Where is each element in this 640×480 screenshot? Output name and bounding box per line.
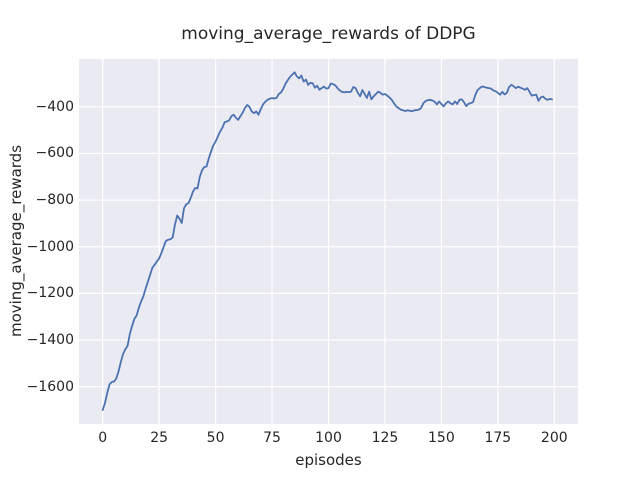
x-tick-label: 100 (315, 430, 342, 446)
x-tick-label: 175 (484, 430, 512, 446)
y-tick-label: −1400 (26, 332, 74, 349)
y-tick-label: −1200 (26, 285, 74, 302)
x-tick-label: 200 (540, 430, 568, 446)
reward-line (101, 71, 553, 411)
x-tick-label: 0 (98, 430, 108, 446)
y-tick-label: −400 (35, 98, 74, 115)
y-tick-label: −1600 (26, 378, 74, 395)
chart-title: moving_average_rewards of DDPG (181, 24, 476, 44)
x-axis-label: episodes (295, 451, 362, 469)
x-tick-label: 25 (150, 430, 169, 446)
y-tick-label: −800 (35, 192, 74, 209)
y-tick-label: −1000 (26, 238, 74, 255)
x-tick-label: 125 (371, 430, 399, 446)
y-tick-label: −600 (35, 145, 74, 162)
x-tick-label: 150 (428, 430, 455, 446)
x-tick-label: 50 (206, 430, 225, 446)
x-tick-label: 75 (263, 430, 281, 446)
